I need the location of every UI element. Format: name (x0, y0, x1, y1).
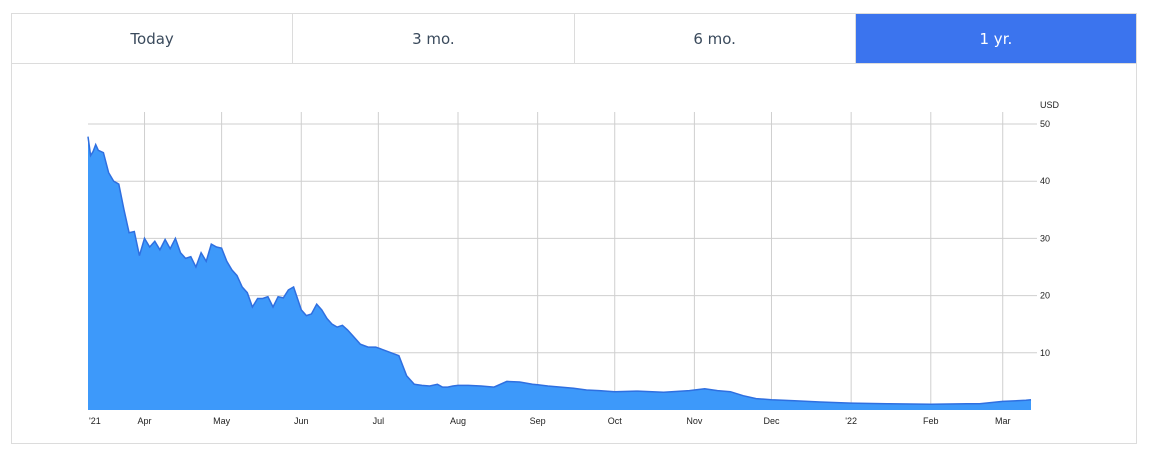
tab-1-year[interactable]: 1 yr. (855, 14, 1136, 63)
x-tick-label: Apr (138, 416, 152, 426)
x-tick-label: Jul (373, 416, 385, 426)
tab-6-months[interactable]: 6 mo. (574, 14, 856, 63)
y-tick-label: 40 (1040, 176, 1050, 186)
x-tick-label: May (213, 416, 231, 426)
y-axis-labels: 10 20 30 40 50 (1040, 119, 1050, 358)
x-tick-label: '22 (845, 416, 857, 426)
x-axis-labels: '21 Apr May Jun Jul Aug Sep Oct Nov Dec '22 Feb Mar (89, 416, 1010, 426)
x-tick-label: Nov (686, 416, 703, 426)
tab-today[interactable]: Today (12, 14, 294, 63)
x-tick-label: Aug (450, 416, 466, 426)
time-range-tabs: Today 3 mo. 6 mo. 1 yr. (12, 14, 1136, 64)
y-axis-unit-label: USD (1040, 100, 1060, 110)
y-tick-label: 50 (1040, 119, 1050, 129)
chart-svg: 10 20 30 40 50 '21 Apr May Jun Jul Aug Sep Oct Nov De… (87, 100, 1060, 426)
x-tick-label: Feb (923, 416, 939, 426)
y-tick-label: 20 (1040, 291, 1050, 301)
x-tick-label: Dec (763, 416, 780, 426)
x-tick-label: Oct (608, 416, 623, 426)
y-tick-label: 10 (1040, 348, 1050, 358)
x-tick-label: '21 (89, 416, 101, 426)
x-tick-label: Mar (995, 416, 1011, 426)
price-line (87, 136, 1032, 406)
price-area-chart: 10 20 30 40 50 '21 Apr May Jun Jul Aug Sep Oct Nov De… (75, 82, 1078, 442)
vertical-gridlines (144, 112, 1004, 410)
price-area (88, 136, 1031, 410)
y-tick-label: 30 (1040, 233, 1050, 243)
price-chart-card: Today 3 mo. 6 mo. 1 yr. 10 20 30 40 50 '21 Ap… (11, 13, 1137, 444)
tab-3-months[interactable]: 3 mo. (293, 14, 575, 63)
x-tick-label: Jun (294, 416, 309, 426)
x-tick-label: Sep (530, 416, 546, 426)
